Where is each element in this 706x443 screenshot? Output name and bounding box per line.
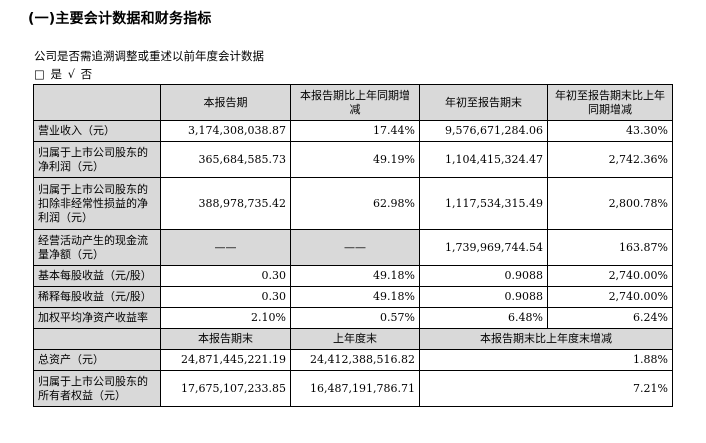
table-row: 归属于上市公司股东的扣除非经常性损益的净利润（元） 388,978,735.42…: [33, 177, 673, 230]
table-cell: 62.98%: [290, 177, 420, 230]
no-label: 否: [80, 67, 93, 81]
table-cell: 6.48%: [419, 307, 548, 329]
table-cell: 1,104,415,324.47: [419, 141, 548, 178]
table-row: 基本每股收益（元/股） 0.30 49.18% 0.9088 2,740.00%: [33, 265, 673, 287]
table-row: 总资产（元） 24,871,445,221.19 24,412,388,516.…: [33, 349, 673, 371]
row-label: 经营活动产生的现金流量净额（元）: [33, 229, 161, 266]
header-cell: 上年度末: [290, 328, 420, 350]
header-cell: 本报告期比上年同期增减: [290, 84, 420, 121]
table-header-row: 本报告期 本报告期比上年同期增减 年初至报告期末 年初至报告期末比上年同期增减: [33, 84, 673, 121]
table-cell: 9,576,671,284.06: [419, 120, 548, 142]
table-cell: 1.88%: [419, 349, 673, 371]
header-cell: 本报告期: [160, 84, 291, 121]
row-label: 加权平均净资产收益率: [33, 307, 161, 329]
table-row: 营业收入（元） 3,174,308,038.87 17.44% 9,576,67…: [33, 120, 673, 142]
row-label: 归属于上市公司股东的所有者权益（元）: [33, 370, 161, 407]
restatement-choice: □ 是 √ 否: [34, 66, 94, 82]
row-label: 稀释每股收益（元/股）: [33, 286, 161, 308]
check-mark-icon: √: [67, 67, 76, 81]
table-cell: 6.24%: [547, 307, 673, 329]
table-cell: 43.30%: [547, 120, 673, 142]
table-cell: 17.44%: [290, 120, 420, 142]
table-row: 稀释每股收益（元/股） 0.30 49.18% 0.9088 2,740.00%: [33, 286, 673, 308]
table-cell: 0.9088: [419, 265, 548, 287]
table-cell: 1,739,969,744.54: [419, 229, 548, 266]
table-cell: 2,742.36%: [547, 141, 673, 178]
table-cell: 388,978,735.42: [160, 177, 291, 230]
row-label: 基本每股收益（元/股）: [33, 265, 161, 287]
table-cell: 49.18%: [290, 265, 420, 287]
table-cell: 163.87%: [547, 229, 673, 266]
section-title: (一)主要会计数据和财务指标: [28, 11, 212, 27]
table-cell: 0.9088: [419, 286, 548, 308]
table-row: 加权平均净资产收益率 2.10% 0.57% 6.48% 6.24%: [33, 307, 673, 329]
row-label: 归属于上市公司股东的净利润（元）: [33, 141, 161, 178]
yes-label: 是: [50, 67, 63, 81]
table-cell: 365,684,585.73: [160, 141, 291, 178]
table-header-row-2: 本报告期末 上年度末 本报告期末比上年度末增减: [33, 328, 673, 350]
table-cell: 2,740.00%: [547, 265, 673, 287]
table-cell: 2,740.00%: [547, 286, 673, 308]
header-cell-blank: [33, 328, 161, 350]
table-cell: 1,117,534,315.49: [419, 177, 548, 230]
restatement-question: 公司是否需追溯调整或重述以前年度会计数据: [34, 49, 264, 63]
table-row: 归属于上市公司股东的净利润（元） 365,684,585.73 49.19% 1…: [33, 141, 673, 178]
table-cell: 7.21%: [419, 370, 673, 407]
row-label: 营业收入（元）: [33, 120, 161, 142]
table-cell: 17,675,107,233.85: [160, 370, 291, 407]
empty-cell-dash: ——: [290, 229, 420, 266]
yes-checkbox-icon: □: [34, 67, 45, 81]
header-cell: 本报告期末: [160, 328, 291, 350]
table-cell: 49.18%: [290, 286, 420, 308]
table-cell: 49.19%: [290, 141, 420, 178]
table-row: 归属于上市公司股东的所有者权益（元） 17,675,107,233.85 16,…: [33, 370, 673, 407]
table-row: 经营活动产生的现金流量净额（元） —— —— 1,739,969,744.54 …: [33, 229, 673, 266]
table-cell: 0.30: [160, 265, 291, 287]
table-cell: 24,871,445,221.19: [160, 349, 291, 371]
table-cell: 24,412,388,516.82: [290, 349, 420, 371]
empty-cell-dash: ——: [160, 229, 291, 266]
financial-table: 本报告期 本报告期比上年同期增减 年初至报告期末 年初至报告期末比上年同期增减 …: [33, 84, 673, 407]
header-cell-blank: [33, 84, 161, 121]
table-cell: 0.30: [160, 286, 291, 308]
table-cell: 2.10%: [160, 307, 291, 329]
row-label: 总资产（元）: [33, 349, 161, 371]
table-cell: 0.57%: [290, 307, 420, 329]
row-label: 归属于上市公司股东的扣除非经常性损益的净利润（元）: [33, 177, 161, 230]
header-cell: 年初至报告期末: [419, 84, 548, 121]
table-cell: 2,800.78%: [547, 177, 673, 230]
table-cell: 16,487,191,786.71: [290, 370, 420, 407]
table-cell: 3,174,308,038.87: [160, 120, 291, 142]
header-cell: 本报告期末比上年度末增减: [419, 328, 673, 350]
header-cell: 年初至报告期末比上年同期增减: [547, 84, 673, 121]
